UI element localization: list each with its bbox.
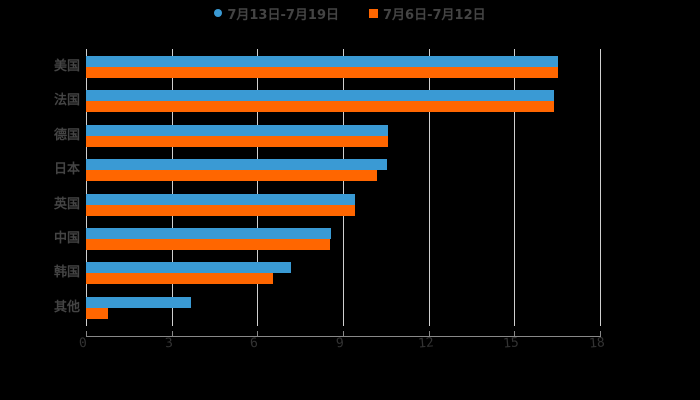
x-tick-label: 0 [78,335,88,352]
gridline [600,49,601,326]
bar-series-1[interactable] [86,159,387,171]
bar-series-1[interactable] [86,296,192,308]
plot-area [86,49,601,326]
x-tick-label: 6 [249,335,259,352]
gridline [428,49,430,326]
bar-series-1[interactable] [86,90,555,102]
y-category-label: 美国 [53,59,80,74]
y-category-label: 日本 [53,162,80,178]
x-tick [514,331,516,337]
y-category-label: 英国 [53,196,80,212]
y-category-label: 中国 [53,231,80,246]
gridline [257,49,259,326]
bar-series-1[interactable] [86,228,331,239]
x-tick [343,331,344,337]
x-tick-label: 18 [588,335,606,352]
legend-label: 7月13日-7月19日 [227,7,340,23]
x-tick [86,331,87,337]
bar-series-2[interactable] [86,204,355,216]
x-tick-label: 12 [417,335,435,352]
legend-marker-square-icon [369,8,379,18]
bar-series-2[interactable] [86,170,377,182]
bar-series-1[interactable] [86,193,355,205]
x-tick-label: 9 [335,335,345,352]
gridline [343,49,344,326]
gridline [86,49,87,326]
bar-series-2[interactable] [86,135,388,147]
gridline [171,49,173,326]
gridline [514,49,516,326]
bar-series-2[interactable] [86,101,555,113]
chart-legend: 7月13日-7月19日 7月6日-7月12日 [0,3,700,23]
legend-item-series-1[interactable]: 7月13日-7月19日 [214,4,339,23]
legend-label: 7月6日-7月12日 [383,7,486,23]
bar-series-1[interactable] [86,124,388,136]
bar-series-2[interactable] [86,67,559,78]
x-tick [257,331,259,337]
bar-series-2[interactable] [86,307,108,319]
bar-series-2[interactable] [86,273,274,285]
x-tick-label: 3 [164,335,174,352]
y-category-label: 德国 [53,127,80,143]
bar-series-1[interactable] [86,262,292,274]
bar-series-1[interactable] [86,56,559,67]
legend-marker-circle-icon [214,9,223,17]
y-category-label: 韩国 [53,265,80,281]
x-tick [171,331,173,337]
x-tick [428,331,430,337]
x-tick [600,331,601,337]
legend-item-series-2[interactable]: 7月6日-7月12日 [369,4,486,23]
bar-series-2[interactable] [86,239,330,250]
y-category-label: 其他 [53,299,80,315]
x-tick-label: 15 [502,335,520,352]
y-category-label: 法国 [53,93,80,109]
